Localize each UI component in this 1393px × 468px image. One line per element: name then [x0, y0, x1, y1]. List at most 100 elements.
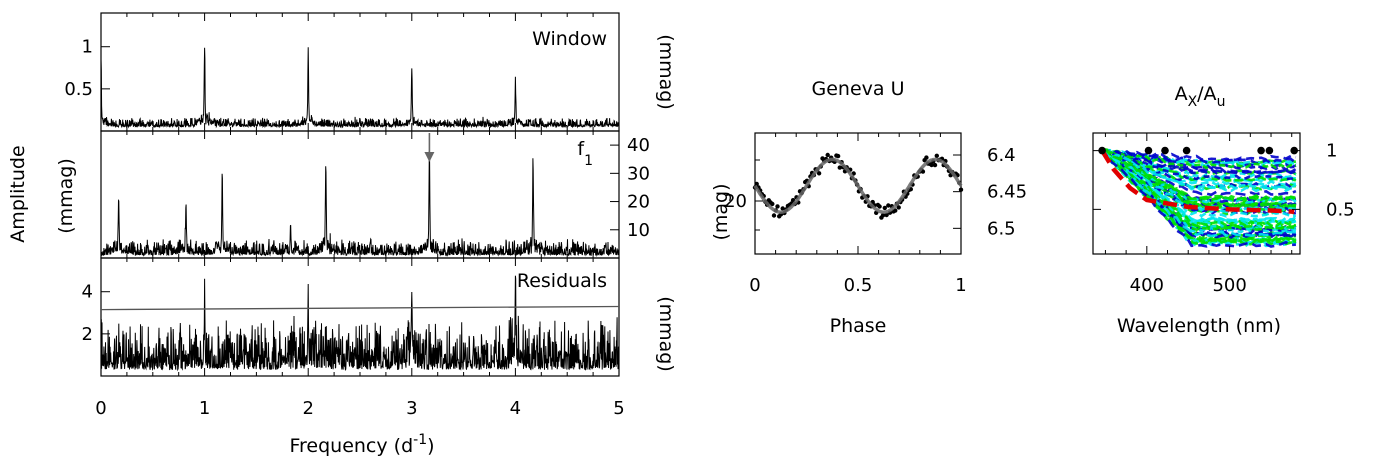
- light-curve-x-label: Phase: [830, 315, 887, 337]
- phase-tick-label: 0.5: [844, 275, 873, 296]
- window-subpanel: 0.51 Window (mmag): [64, 12, 677, 132]
- model-curve: [1101, 148, 1297, 162]
- light-curve-panel: Geneva U 0 0.5 1 6.4 6.45 6.5 20 (mag) Phase: [710, 78, 1027, 337]
- light-curve-point: [754, 181, 759, 187]
- light-curve-point: [886, 203, 891, 208]
- model-curve: [1101, 151, 1297, 234]
- frequency-tick-label: 4: [510, 398, 521, 419]
- light-curve-point: [893, 208, 898, 213]
- right-tick-label: 20: [627, 192, 650, 213]
- model-curve: [1101, 149, 1297, 193]
- left-tick-label: 0.5: [64, 79, 93, 100]
- model-curve: [1101, 147, 1297, 170]
- light-curve-point: [770, 201, 775, 207]
- light-curve-point: [835, 153, 841, 159]
- left-tick-label: 2: [82, 324, 93, 345]
- model-curve: [1101, 150, 1297, 182]
- light-curve-frame: [754, 132, 962, 255]
- frequency-tick-label: 3: [406, 398, 417, 419]
- model-curve: [1101, 148, 1297, 216]
- model-curve: [1101, 149, 1297, 209]
- right-tick-label: 10: [627, 220, 650, 241]
- amplitude-ratio-models: [1100, 147, 1297, 248]
- model-curve: [1101, 148, 1297, 202]
- mag-tick-label: 6.4: [987, 145, 1016, 166]
- model-curve: [1100, 148, 1297, 232]
- residuals-threshold: [100, 305, 620, 311]
- light-curve-title: Geneva U: [812, 78, 905, 100]
- light-curve-y-label: (mag): [710, 183, 732, 240]
- model-curve: [1102, 150, 1296, 214]
- light-curve-point: [882, 205, 887, 211]
- model-curve: [1101, 150, 1297, 225]
- observed-point: [1161, 146, 1169, 155]
- wavelength-tick-label: 500: [1212, 275, 1246, 296]
- light-curve-ticks: 0 0.5 1 6.4 6.45 6.5 20: [724, 133, 1027, 296]
- model-curve: [1101, 149, 1296, 187]
- light-curve-point: [780, 206, 785, 211]
- frequency-axis: 0 1 2 3 4 5: [95, 398, 624, 419]
- f1-arrow-head: [424, 152, 435, 162]
- frequency-tick-label: 1: [199, 398, 210, 419]
- amplitude-axis-label: Amplitude: [7, 145, 29, 242]
- light-curve-point: [932, 162, 938, 168]
- left-tick-label: 4: [82, 282, 93, 303]
- light-curve-point: [775, 204, 780, 209]
- f1-ticks: 10 20 30 40: [100, 131, 650, 258]
- light-curve-point: [825, 152, 830, 158]
- ratio-tick-label: 1: [1326, 141, 1337, 162]
- model-curve: [1101, 150, 1297, 171]
- model-curve: [1101, 148, 1297, 165]
- observed-point: [1257, 146, 1265, 155]
- amplitude-ratio-ticks: 400 500 0.5 1: [1093, 133, 1355, 296]
- light-curve-fit: [753, 157, 963, 214]
- residuals-label: Residuals: [517, 270, 607, 292]
- amplitude-ratio-frame: [1092, 132, 1301, 255]
- observed-point: [1265, 146, 1274, 155]
- f1-spectrum: [100, 151, 620, 258]
- left-tick-label: 1: [82, 37, 93, 58]
- observed-point: [1098, 146, 1106, 155]
- frequency-axis-label: Frequency (d-1): [289, 432, 434, 457]
- light-curve-point: [924, 155, 929, 160]
- ratio-tick-label: 0.5: [1326, 199, 1355, 220]
- wavelength-tick-label: 400: [1130, 275, 1164, 296]
- observed-ratio-points: [1098, 146, 1298, 155]
- wavelength-axis-label: Wavelength (nm): [1117, 315, 1281, 337]
- model-curve: [1101, 148, 1296, 248]
- residuals-unit: (mmag): [655, 296, 677, 372]
- light-curve-point: [877, 204, 882, 209]
- model-curve: [1101, 151, 1296, 232]
- frequency-tick-label: 5: [613, 398, 624, 419]
- light-curve-point: [896, 205, 901, 210]
- f1-subpanel: 10 20 30 40 f1 (mmag): [55, 130, 650, 259]
- residuals-spectrum: [100, 275, 620, 372]
- window-label: Window: [532, 28, 607, 50]
- residuals-ticks: 24: [82, 258, 620, 376]
- observed-point: [1182, 146, 1191, 155]
- phase-tick-label: 1: [955, 275, 966, 296]
- light-curve-point: [958, 187, 964, 192]
- light-curve-point: [884, 212, 889, 218]
- model-curve: [1101, 150, 1297, 224]
- phase-tick-label: 0: [749, 275, 760, 296]
- light-curve-point: [880, 213, 886, 218]
- light-curve-point: [929, 162, 934, 168]
- frequency-tick-label: 0: [95, 398, 106, 419]
- model-curve: [1101, 149, 1296, 182]
- amplitude-ratio-title: AX/Au: [1175, 83, 1226, 110]
- observed-point: [1144, 146, 1153, 155]
- right-tick-label: 30: [627, 163, 650, 184]
- window-ticks: 0.51: [64, 13, 620, 131]
- right-tick-label: 40: [627, 135, 650, 156]
- model-curve: [1101, 150, 1297, 244]
- residuals-subpanel: 24 Residuals (mmag): [82, 257, 677, 377]
- window-unit: (mmag): [655, 34, 677, 110]
- window-spectrum: [100, 47, 620, 129]
- f1-unit: (mmag): [55, 158, 77, 234]
- light-curve-point: [837, 165, 842, 170]
- light-curve-point: [771, 213, 777, 218]
- mag-tick-label: 6.45: [987, 182, 1027, 203]
